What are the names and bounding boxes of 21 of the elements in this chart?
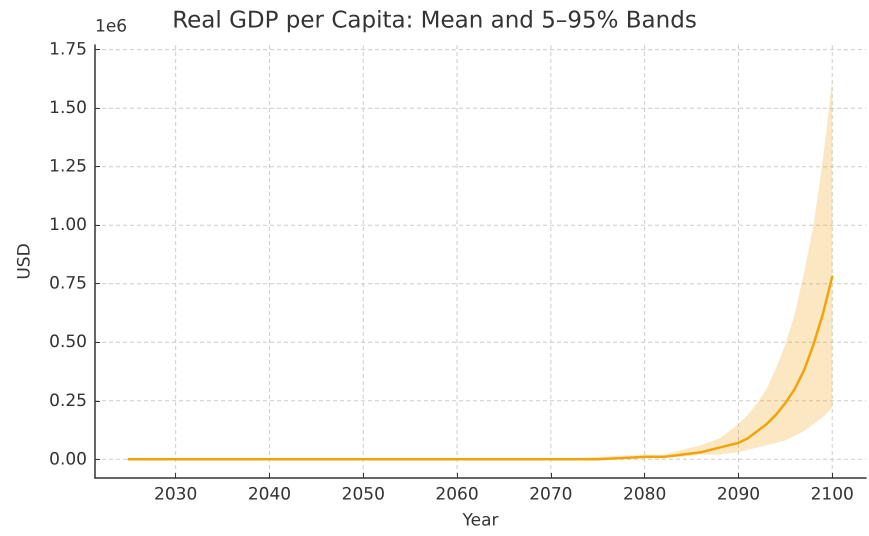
- x-tick-label: 2040: [248, 484, 292, 504]
- y-axis-title: USD: [14, 243, 34, 280]
- y-tick-label: 0.00: [49, 449, 87, 470]
- chart-title: Real GDP per Capita: Mean and 5–95% Bands: [172, 8, 697, 34]
- y-tick-label: 1.75: [49, 40, 87, 60]
- x-tick-label: 2100: [810, 484, 854, 504]
- y-tick-label: 1.50: [49, 98, 87, 118]
- x-axis-title: Year: [462, 510, 499, 530]
- x-tick-label: 2090: [716, 484, 760, 504]
- x-tick-label: 2080: [623, 484, 666, 504]
- y-tick-label: 0.75: [49, 274, 87, 294]
- x-tick-label: 2050: [342, 484, 385, 504]
- line-series: [128, 275, 834, 461]
- text: 1e6: [95, 16, 128, 36]
- y-tick-label: 0.25: [49, 390, 87, 411]
- x-tick-label: 2070: [529, 484, 572, 504]
- y-tick-label: 0.50: [49, 332, 87, 352]
- y-tick-label: 1.25: [49, 156, 87, 177]
- y-tick-label: 1.00: [49, 215, 87, 236]
- x-tick-label: 2030: [154, 484, 198, 504]
- x-tick-label: 2060: [435, 484, 479, 504]
